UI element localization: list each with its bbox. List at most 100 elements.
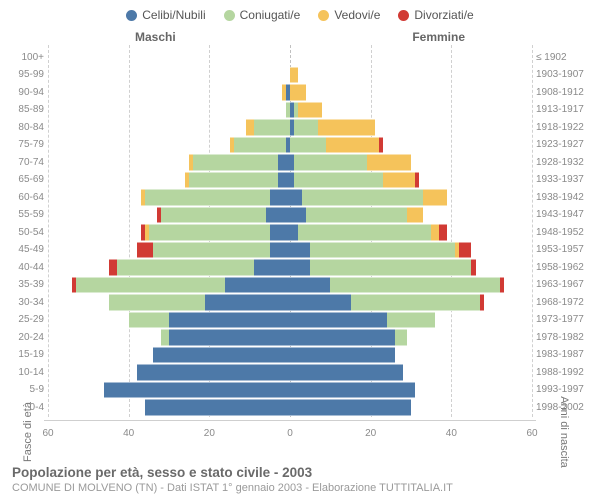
bar-segment xyxy=(234,137,286,154)
age-label: 60-64 xyxy=(4,193,44,203)
bar-segment xyxy=(161,207,266,224)
birth-year-label: 1983-1987 xyxy=(536,350,594,360)
bar-female xyxy=(290,329,532,346)
birth-year-label: 1988-1992 xyxy=(536,368,594,378)
bar-male xyxy=(48,137,290,154)
bar-segment xyxy=(137,242,153,259)
bar-segment xyxy=(290,364,403,381)
bar-segment xyxy=(294,154,367,171)
bar-segment xyxy=(330,277,499,294)
bar-male xyxy=(48,382,290,399)
side-label-maschi: Maschi xyxy=(135,30,176,44)
bar-segment xyxy=(290,312,387,329)
pyramid-row xyxy=(48,189,532,206)
bar-segment xyxy=(310,242,455,259)
birth-year-label: 1928-1932 xyxy=(536,158,594,168)
age-label: 0-4 xyxy=(4,403,44,413)
legend-label: Vedovi/e xyxy=(334,8,380,22)
bar-female xyxy=(290,347,532,364)
bar-female xyxy=(290,294,532,311)
birth-year-label: 1903-1907 xyxy=(536,70,594,80)
pyramid-row xyxy=(48,242,532,259)
legend-item: Divorziati/e xyxy=(398,8,473,22)
bar-male xyxy=(48,189,290,206)
bar-female xyxy=(290,119,532,136)
birth-year-label: ≤ 1902 xyxy=(536,53,594,63)
bar-female xyxy=(290,189,532,206)
bar-segment xyxy=(367,154,411,171)
legend-label: Divorziati/e xyxy=(414,8,473,22)
bar-female xyxy=(290,399,532,416)
bar-segment xyxy=(290,259,310,276)
bar-segment xyxy=(278,154,290,171)
bar-male xyxy=(48,242,290,259)
age-label: 85-89 xyxy=(4,105,44,115)
x-tick-label: 60 xyxy=(526,428,537,439)
bar-segment xyxy=(254,119,290,136)
legend-label: Coniugati/e xyxy=(240,8,301,22)
age-label: 50-54 xyxy=(4,228,44,238)
bar-male xyxy=(48,329,290,346)
bar-female xyxy=(290,84,532,101)
age-label: 45-49 xyxy=(4,245,44,255)
bar-segment xyxy=(290,347,395,364)
bar-segment xyxy=(290,294,351,311)
bar-segment xyxy=(290,277,330,294)
birth-year-label: 1993-1997 xyxy=(536,385,594,395)
chart-footer: Popolazione per età, sesso e stato civil… xyxy=(12,465,588,494)
pyramid-row xyxy=(48,347,532,364)
bar-segment xyxy=(326,137,378,154)
bar-segment xyxy=(407,207,423,224)
age-label: 35-39 xyxy=(4,280,44,290)
birth-year-label: 1958-1962 xyxy=(536,263,594,273)
pyramid-row xyxy=(48,172,532,189)
bar-segment xyxy=(290,382,415,399)
age-label: 80-84 xyxy=(4,123,44,133)
bar-segment xyxy=(169,312,290,329)
bar-segment xyxy=(290,329,395,346)
bar-segment xyxy=(109,259,117,276)
bar-segment xyxy=(161,329,169,346)
birth-year-label: 1953-1957 xyxy=(536,245,594,255)
x-tick-label: 20 xyxy=(204,428,215,439)
age-label: 100+ xyxy=(4,53,44,63)
bar-segment xyxy=(294,119,318,136)
bar-male xyxy=(48,399,290,416)
pyramid-row xyxy=(48,102,532,119)
bar-segment xyxy=(189,172,278,189)
bar-male xyxy=(48,84,290,101)
legend: Celibi/NubiliConiugati/eVedovi/eDivorzia… xyxy=(0,0,600,22)
birth-year-label: 1978-1982 xyxy=(536,333,594,343)
bar-female xyxy=(290,312,532,329)
pyramid-row xyxy=(48,154,532,171)
bar-segment xyxy=(246,119,254,136)
bar-female xyxy=(290,172,532,189)
x-tick-label: 0 xyxy=(287,428,293,439)
age-label: 5-9 xyxy=(4,385,44,395)
bar-segment xyxy=(145,189,270,206)
bar-segment xyxy=(298,224,431,241)
age-label: 20-24 xyxy=(4,333,44,343)
x-tick-label: 40 xyxy=(123,428,134,439)
legend-swatch xyxy=(318,10,329,21)
bar-segment xyxy=(290,399,411,416)
birth-year-label: 1918-1922 xyxy=(536,123,594,133)
bar-segment xyxy=(149,224,270,241)
bar-segment xyxy=(395,329,407,346)
bar-segment xyxy=(153,347,290,364)
pyramid-row xyxy=(48,277,532,294)
bar-female xyxy=(290,154,532,171)
pyramid-row xyxy=(48,294,532,311)
pyramid-row xyxy=(48,382,532,399)
bar-male xyxy=(48,67,290,84)
age-label: 10-14 xyxy=(4,368,44,378)
bar-segment xyxy=(387,312,435,329)
age-label: 95-99 xyxy=(4,70,44,80)
pyramid-row xyxy=(48,137,532,154)
bar-segment xyxy=(266,207,290,224)
birth-year-label: 1908-1912 xyxy=(536,88,594,98)
legend-swatch xyxy=(398,10,409,21)
pyramid-row xyxy=(48,364,532,381)
bar-segment xyxy=(270,242,290,259)
bar-segment xyxy=(351,294,480,311)
